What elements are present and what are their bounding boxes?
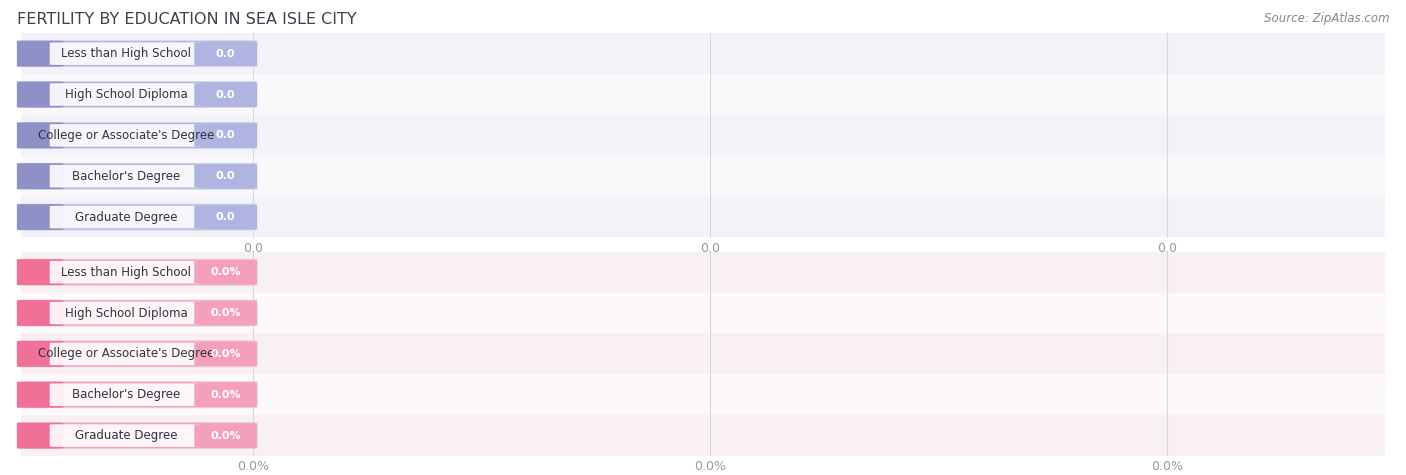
- Bar: [21, 333, 1385, 374]
- Text: Less than High School: Less than High School: [60, 47, 191, 60]
- FancyBboxPatch shape: [194, 42, 257, 65]
- Text: High School Diploma: High School Diploma: [65, 88, 187, 101]
- FancyBboxPatch shape: [194, 206, 257, 228]
- FancyBboxPatch shape: [17, 382, 63, 408]
- Bar: [21, 293, 1385, 333]
- FancyBboxPatch shape: [194, 261, 257, 284]
- FancyBboxPatch shape: [49, 383, 202, 406]
- FancyBboxPatch shape: [194, 383, 257, 406]
- Text: 0.0: 0.0: [217, 130, 235, 141]
- FancyBboxPatch shape: [17, 204, 257, 230]
- Bar: [21, 115, 1385, 156]
- FancyBboxPatch shape: [17, 300, 257, 326]
- Bar: [21, 252, 1385, 293]
- FancyBboxPatch shape: [17, 300, 63, 326]
- Text: FERTILITY BY EDUCATION IN SEA ISLE CITY: FERTILITY BY EDUCATION IN SEA ISLE CITY: [17, 12, 357, 27]
- FancyBboxPatch shape: [17, 204, 63, 230]
- Bar: [21, 197, 1385, 238]
- FancyBboxPatch shape: [17, 423, 257, 448]
- FancyBboxPatch shape: [17, 123, 257, 148]
- Text: 0.0%: 0.0%: [211, 349, 240, 359]
- FancyBboxPatch shape: [49, 83, 202, 106]
- Text: 0.0%: 0.0%: [211, 267, 240, 277]
- FancyBboxPatch shape: [49, 261, 202, 284]
- Bar: [21, 374, 1385, 415]
- Text: 0.0%: 0.0%: [211, 390, 240, 400]
- FancyBboxPatch shape: [49, 424, 202, 447]
- FancyBboxPatch shape: [17, 163, 63, 189]
- Text: Graduate Degree: Graduate Degree: [75, 429, 177, 442]
- FancyBboxPatch shape: [194, 124, 257, 147]
- Text: 0.0: 0.0: [217, 171, 235, 181]
- Text: 0.0: 0.0: [217, 89, 235, 100]
- Text: 0.0: 0.0: [217, 48, 235, 59]
- Bar: [21, 33, 1385, 74]
- FancyBboxPatch shape: [17, 163, 257, 189]
- FancyBboxPatch shape: [194, 342, 257, 365]
- FancyBboxPatch shape: [17, 82, 257, 107]
- Text: Bachelor's Degree: Bachelor's Degree: [72, 388, 180, 401]
- FancyBboxPatch shape: [194, 165, 257, 188]
- FancyBboxPatch shape: [17, 382, 257, 408]
- Text: 0.0: 0.0: [217, 212, 235, 222]
- Text: Source: ZipAtlas.com: Source: ZipAtlas.com: [1264, 12, 1389, 25]
- FancyBboxPatch shape: [17, 41, 63, 66]
- Bar: [21, 74, 1385, 115]
- FancyBboxPatch shape: [49, 165, 202, 188]
- Text: Graduate Degree: Graduate Degree: [75, 210, 177, 224]
- FancyBboxPatch shape: [194, 302, 257, 324]
- FancyBboxPatch shape: [49, 124, 202, 147]
- Text: Less than High School: Less than High School: [60, 266, 191, 279]
- FancyBboxPatch shape: [17, 423, 63, 448]
- FancyBboxPatch shape: [49, 342, 202, 365]
- Text: College or Associate's Degree: College or Associate's Degree: [38, 129, 214, 142]
- FancyBboxPatch shape: [17, 259, 63, 285]
- Text: High School Diploma: High School Diploma: [65, 306, 187, 320]
- FancyBboxPatch shape: [17, 41, 257, 66]
- FancyBboxPatch shape: [194, 83, 257, 106]
- FancyBboxPatch shape: [17, 259, 257, 285]
- Bar: [21, 415, 1385, 456]
- FancyBboxPatch shape: [17, 82, 63, 107]
- Text: 0.0%: 0.0%: [211, 308, 240, 318]
- Text: Bachelor's Degree: Bachelor's Degree: [72, 170, 180, 183]
- FancyBboxPatch shape: [49, 302, 202, 324]
- FancyBboxPatch shape: [17, 341, 257, 367]
- FancyBboxPatch shape: [49, 42, 202, 65]
- FancyBboxPatch shape: [49, 206, 202, 228]
- FancyBboxPatch shape: [17, 341, 63, 367]
- Text: College or Associate's Degree: College or Associate's Degree: [38, 347, 214, 361]
- FancyBboxPatch shape: [194, 424, 257, 447]
- Text: 0.0%: 0.0%: [211, 430, 240, 441]
- FancyBboxPatch shape: [17, 123, 63, 148]
- Bar: [21, 156, 1385, 197]
